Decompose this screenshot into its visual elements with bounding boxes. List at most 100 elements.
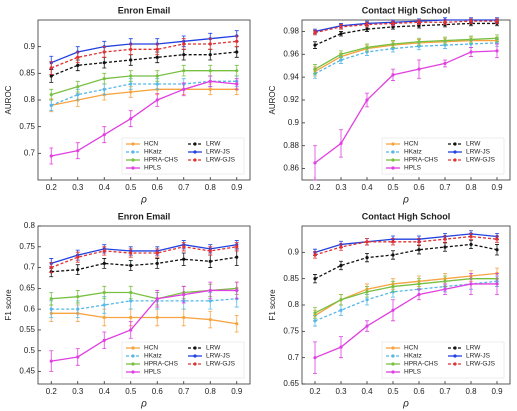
legend-label: HKatz bbox=[404, 353, 422, 360]
x-tick-label: 0.8 bbox=[465, 183, 477, 192]
marker bbox=[182, 245, 186, 249]
marker bbox=[182, 42, 186, 46]
series-line bbox=[314, 243, 498, 280]
marker bbox=[365, 324, 369, 328]
y-tick-label: 0.85 bbox=[283, 274, 299, 283]
marker bbox=[313, 311, 317, 315]
series-line bbox=[51, 40, 237, 69]
legend-label: LRW bbox=[466, 345, 481, 352]
series-line bbox=[51, 256, 237, 273]
series-line bbox=[314, 20, 497, 34]
y-tick-label: 0.75 bbox=[19, 242, 35, 251]
y-tick-label: 0.55 bbox=[19, 325, 35, 334]
series-line bbox=[51, 80, 237, 157]
x-tick-label: 0.2 bbox=[46, 183, 58, 192]
panel: 0.86 0.88 0.9 0.92 0.94 0.96 0.98 0.2 0.3 0.4 0.5 0… bbox=[268, 5, 511, 206]
marker bbox=[495, 237, 499, 241]
marker bbox=[339, 263, 343, 268]
series-line bbox=[314, 22, 497, 46]
marker bbox=[208, 87, 212, 91]
marker bbox=[129, 328, 133, 332]
legend-marker bbox=[193, 346, 197, 350]
marker bbox=[391, 253, 395, 257]
legend-marker bbox=[193, 142, 197, 146]
marker bbox=[443, 287, 447, 291]
marker bbox=[155, 297, 159, 301]
marker bbox=[365, 27, 369, 31]
y-axis-label: F1 score bbox=[4, 289, 13, 321]
x-tick-label: 0.7 bbox=[178, 183, 190, 192]
x-tick-label: 0.8 bbox=[465, 387, 477, 396]
marker bbox=[469, 242, 473, 247]
marker bbox=[208, 288, 212, 293]
series-line bbox=[51, 51, 237, 77]
legend-marker bbox=[391, 158, 395, 162]
marker bbox=[469, 19, 473, 23]
marker bbox=[495, 19, 499, 23]
legend-marker bbox=[391, 354, 395, 358]
marker bbox=[208, 42, 212, 46]
legend-label: HPLS bbox=[404, 165, 422, 172]
marker bbox=[339, 25, 343, 29]
x-axis-label: ρ bbox=[402, 195, 409, 206]
legend-label: HPLS bbox=[144, 369, 162, 376]
marker bbox=[49, 265, 53, 270]
legend-marker bbox=[453, 142, 457, 146]
marker bbox=[235, 50, 239, 54]
marker bbox=[76, 85, 80, 89]
marker bbox=[339, 52, 343, 56]
legend-marker bbox=[391, 166, 395, 170]
legend-marker bbox=[453, 158, 457, 162]
marker bbox=[102, 50, 106, 54]
marker bbox=[155, 261, 159, 266]
marker bbox=[49, 103, 53, 107]
chart-title: Enron Email bbox=[118, 211, 171, 221]
marker bbox=[129, 47, 133, 51]
marker bbox=[155, 55, 159, 59]
y-tick-label: 0.45 bbox=[19, 367, 35, 376]
x-axis-label: ρ bbox=[140, 195, 147, 206]
marker bbox=[76, 55, 80, 59]
marker bbox=[339, 141, 343, 146]
legend-label: HPRA-CHS bbox=[144, 361, 179, 368]
x-tick-label: 0.6 bbox=[152, 387, 164, 396]
legend-label: LRW bbox=[206, 345, 221, 352]
x-tick-label: 0.3 bbox=[72, 183, 84, 192]
y-tick-label: 0.98 bbox=[283, 27, 299, 36]
series-line bbox=[51, 80, 237, 106]
series-line bbox=[51, 244, 237, 265]
marker bbox=[208, 69, 212, 73]
marker bbox=[182, 315, 186, 320]
panel: 0.7 0.75 0.8 0.85 0.9 0.2 0.3 0.4 0.5 0.6 0.7 0.8 0.… bbox=[4, 5, 251, 206]
marker bbox=[469, 50, 473, 54]
marker bbox=[469, 37, 473, 42]
marker bbox=[391, 284, 395, 289]
panel: 0.65 0.7 0.75 0.8 0.85 0.9 0.2 0.3 0.4 0.5 0.6 0.7 0… bbox=[268, 211, 511, 410]
marker bbox=[313, 67, 317, 71]
y-axis-label: AUROC bbox=[4, 85, 13, 114]
series-line bbox=[314, 235, 498, 256]
marker bbox=[391, 21, 395, 26]
marker bbox=[208, 259, 212, 263]
legend-marker bbox=[193, 354, 197, 358]
marker bbox=[365, 22, 369, 27]
legend-marker bbox=[453, 150, 457, 154]
series-line bbox=[51, 35, 237, 64]
x-tick-label: 0.9 bbox=[231, 387, 243, 396]
marker bbox=[155, 315, 159, 320]
legend-label: HPRA-CHS bbox=[404, 361, 439, 368]
marker bbox=[443, 237, 447, 241]
x-tick-label: 0.9 bbox=[491, 387, 503, 396]
marker bbox=[417, 40, 421, 44]
marker bbox=[443, 245, 447, 249]
legend-label: HCN bbox=[404, 345, 418, 352]
x-tick-label: 0.6 bbox=[413, 387, 425, 396]
marker bbox=[365, 290, 369, 294]
x-axis-label: ρ bbox=[402, 399, 409, 410]
legend-label: LRW bbox=[466, 141, 481, 148]
marker bbox=[495, 282, 499, 286]
marker bbox=[129, 74, 133, 78]
